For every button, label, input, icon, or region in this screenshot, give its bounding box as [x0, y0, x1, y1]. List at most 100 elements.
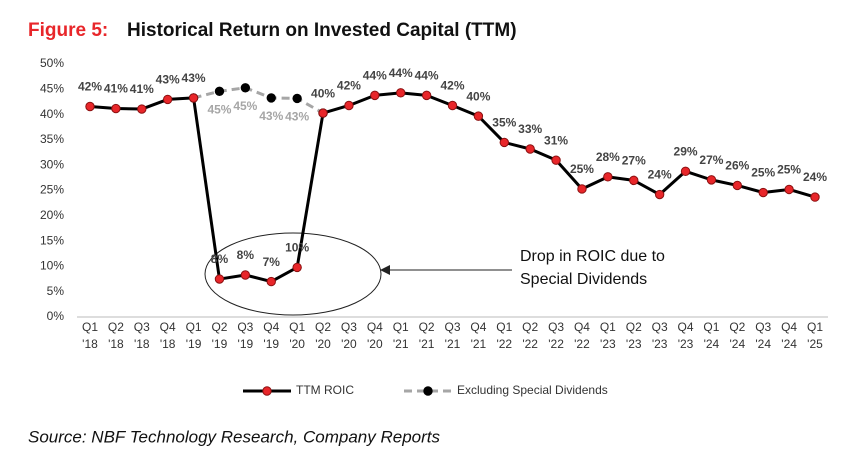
data-label: 25% [570, 162, 594, 176]
data-point [266, 276, 276, 287]
data-point [240, 83, 251, 93]
x-tick-label: Q4'20 [367, 320, 383, 351]
data-label: 43% [156, 73, 180, 87]
x-tick-label: Q4'21 [470, 320, 486, 351]
data-point [240, 270, 251, 280]
data-point [188, 93, 199, 103]
y-tick-label: 15% [40, 233, 64, 247]
data-point [214, 86, 225, 97]
data-point [499, 137, 509, 148]
legend-marker [423, 386, 433, 396]
legend-label: TTM ROIC [296, 383, 354, 397]
data-label: 27% [622, 154, 646, 168]
annotation-line: Special Dividends [520, 271, 647, 288]
x-tick-label: Q1'20 [289, 320, 305, 351]
y-tick-label: 50% [40, 56, 64, 70]
x-tick-label: Q3'18 [134, 320, 150, 351]
series-line [193, 86, 324, 115]
y-tick-label: 10% [40, 259, 64, 273]
x-tick-label: Q2'21 [419, 320, 435, 351]
data-label: 40% [311, 86, 335, 100]
data-label: 43% [182, 71, 206, 85]
highlight-ellipse [204, 232, 382, 316]
y-tick-label: 30% [40, 157, 64, 171]
y-tick-label: 40% [40, 107, 64, 121]
annotation-line: Drop in ROIC due to [520, 248, 665, 265]
data-point [473, 111, 484, 121]
x-tick-label: Q1'21 [393, 320, 409, 351]
series-line [89, 91, 816, 284]
data-point [111, 103, 121, 114]
x-tick-label: Q4'18 [160, 320, 176, 351]
x-tick-label: Q1'25 [807, 320, 823, 351]
data-point [370, 90, 380, 101]
data-label: 43% [259, 109, 283, 123]
arrow-head [380, 265, 390, 275]
y-tick-label: 5% [47, 284, 65, 298]
data-label: 26% [725, 159, 749, 173]
data-label: 29% [674, 144, 698, 158]
figure-label: Figure 5: [28, 20, 108, 41]
x-tick-label: Q2'24 [729, 320, 745, 351]
data-label: 45% [233, 99, 257, 113]
data-label: 7% [263, 255, 281, 269]
data-label: 10% [285, 241, 309, 255]
x-tick-label: Q3'20 [341, 320, 357, 351]
data-label: 33% [518, 122, 542, 136]
data-label: 44% [389, 66, 413, 80]
data-point [214, 274, 225, 284]
data-point [292, 262, 302, 273]
x-tick-label: Q3'22 [548, 320, 564, 351]
data-label: 42% [440, 79, 464, 93]
data-point [680, 166, 691, 176]
data-label: 27% [699, 153, 723, 167]
data-point [344, 100, 354, 111]
data-label: 28% [596, 150, 620, 164]
data-point [137, 104, 147, 114]
y-tick-label: 0% [47, 309, 65, 323]
y-tick-label: 45% [40, 81, 64, 95]
data-point [603, 172, 613, 182]
data-point [732, 180, 743, 191]
data-label: 44% [415, 69, 439, 83]
data-label: 42% [337, 79, 361, 93]
x-tick-label: Q1'22 [496, 320, 512, 351]
data-point [758, 187, 768, 198]
x-tick-label: Q4'24 [781, 320, 797, 351]
x-tick-label: Q2'18 [108, 320, 124, 351]
data-point [318, 108, 328, 118]
y-tick-label: 35% [40, 132, 64, 146]
x-tick-label: Q2'23 [626, 320, 642, 351]
data-label: 8% [237, 248, 255, 262]
data-point [629, 175, 639, 186]
data-point [810, 192, 820, 202]
x-tick-label: Q3'23 [652, 320, 668, 351]
data-point [706, 175, 717, 185]
data-label: 31% [544, 133, 568, 147]
chart-title: Historical Return on Invested Capital (T… [127, 20, 517, 41]
data-point [525, 144, 535, 154]
data-label: 35% [492, 116, 516, 130]
data-label: 40% [466, 89, 490, 103]
data-point [85, 101, 95, 112]
data-point [654, 189, 665, 200]
data-point [266, 93, 276, 103]
data-label: 42% [78, 80, 102, 94]
x-tick-label: Q2'19 [211, 320, 227, 351]
data-label: 24% [648, 168, 672, 182]
y-tick-label: 20% [40, 208, 64, 222]
x-tick-label: Q3'24 [755, 320, 771, 351]
x-tick-label: Q1'23 [600, 320, 616, 351]
x-tick-label: Q1'19 [186, 320, 202, 351]
data-point [396, 88, 406, 98]
data-label: 8% [211, 252, 229, 266]
x-tick-label: Q4'23 [678, 320, 694, 351]
x-tick-label: Q2'20 [315, 320, 331, 351]
data-label: 45% [207, 102, 231, 116]
legend-marker [262, 386, 272, 396]
data-point [577, 184, 587, 194]
data-label: 43% [285, 110, 309, 124]
data-label: 41% [130, 82, 154, 96]
data-label: 44% [363, 69, 387, 83]
